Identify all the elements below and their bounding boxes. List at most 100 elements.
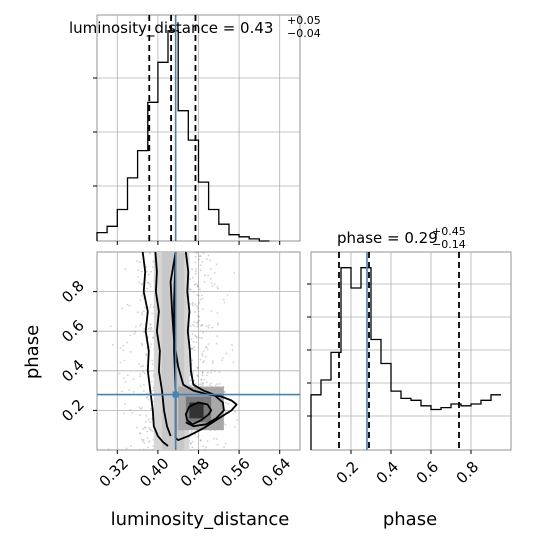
scatter-point [137, 269, 140, 271]
scatter-point [215, 263, 218, 266]
scatter-point [146, 271, 149, 273]
scatter-point [201, 324, 204, 327]
scatter-point [139, 432, 142, 435]
scatter-point [205, 258, 208, 261]
scatter-point [205, 346, 207, 349]
scatter-point [138, 406, 141, 409]
scatter-point [145, 354, 148, 356]
scatter-point [189, 442, 192, 445]
scatter-point [190, 338, 193, 341]
scatter-point [218, 371, 221, 373]
panel-phase-frame [310, 251, 512, 451]
scatter-point [216, 438, 218, 440]
scatter-point [191, 440, 194, 443]
scatter-point [193, 321, 196, 323]
contour-line [184, 401, 213, 426]
scatter-point [231, 344, 233, 346]
scatter-point [151, 359, 154, 362]
scatter-point [143, 383, 145, 386]
scatter-point [205, 346, 208, 349]
scatter-point [124, 381, 127, 383]
scatter-point [146, 396, 148, 399]
scatter-point [119, 347, 122, 349]
scatter-point [201, 294, 203, 297]
scatter-point [216, 443, 219, 446]
scatter-point [226, 294, 229, 296]
scatter-point [190, 432, 192, 434]
scatter-point [202, 252, 205, 254]
scatter-point [203, 378, 206, 381]
tick-marks [93, 77, 472, 454]
scatter-point [148, 426, 151, 429]
quantile-lines [148, 15, 460, 450]
scatter-point [201, 297, 204, 300]
scatter-point [190, 442, 192, 444]
scatter-point [149, 324, 152, 326]
scatter-point [209, 384, 212, 386]
scatter-point [207, 343, 210, 345]
scatter-point [146, 446, 149, 449]
scatter-point [149, 252, 151, 255]
scatter-point [232, 361, 235, 364]
scatter-point [148, 441, 150, 444]
title-phase: phase = 0.29 [337, 229, 438, 247]
scatter-point [215, 342, 218, 345]
scatter-point [146, 396, 149, 399]
scatter-point [124, 268, 127, 271]
scatter-point [147, 282, 150, 284]
scatter-point [216, 286, 219, 288]
title-phase-sub: −0.14 [432, 238, 466, 251]
scatter-point [196, 326, 199, 328]
scatter-point [141, 407, 144, 409]
scatter-point [189, 325, 192, 328]
scatter-point [198, 301, 201, 304]
scatter-point [136, 426, 138, 429]
scatter-point [203, 360, 206, 362]
y-tick-label-phase: 0.6 [58, 316, 88, 346]
scatter-point [197, 320, 200, 322]
scatter-point [190, 384, 193, 387]
scatter-point [189, 379, 192, 382]
scatter-point [196, 283, 199, 286]
scatter-point [197, 323, 199, 326]
scatter-point [218, 383, 221, 385]
scatter-point [141, 312, 143, 314]
scatter-point [225, 352, 228, 355]
scatter-point [143, 327, 146, 330]
scatter-point [119, 361, 122, 364]
scatter-point [216, 383, 219, 385]
y-axis-label-phase: phase [22, 325, 43, 379]
scatter-point [197, 314, 200, 317]
scatter-point [144, 427, 147, 429]
scatter-point [207, 324, 210, 327]
x-tick-label-phase: 0.8 [453, 458, 483, 488]
scatter-point [190, 347, 193, 350]
scatter-point [198, 319, 201, 322]
scatter-point [199, 439, 202, 442]
x-tick-label-luminosity-distance: 0.40 [136, 454, 172, 490]
scatter-point [152, 260, 155, 263]
scatter-point [150, 380, 153, 383]
scatter-point [140, 438, 143, 441]
scatter-point [145, 353, 148, 355]
scatter-point [152, 445, 155, 447]
scatter-point [214, 370, 217, 372]
scatter-point [144, 290, 147, 292]
scatter-point [191, 332, 194, 335]
scatter-point [140, 342, 143, 345]
scatter-point [140, 284, 143, 286]
x-axis-label-phase: phase [383, 509, 437, 530]
scatter-point [142, 448, 145, 451]
scatter-point [194, 283, 197, 285]
scatter-point [197, 367, 199, 370]
scatter-point [191, 359, 194, 362]
density-fill [153, 252, 224, 450]
scatter-point [224, 423, 227, 426]
scatter-point [189, 278, 191, 281]
scatter-point [212, 362, 214, 364]
scatter-point [138, 281, 141, 284]
title-phase-sup: +0.45 [432, 225, 466, 238]
scatter-point [190, 430, 193, 433]
x-tick-label-phase: 0.4 [373, 458, 403, 488]
scatter-point [151, 266, 154, 268]
